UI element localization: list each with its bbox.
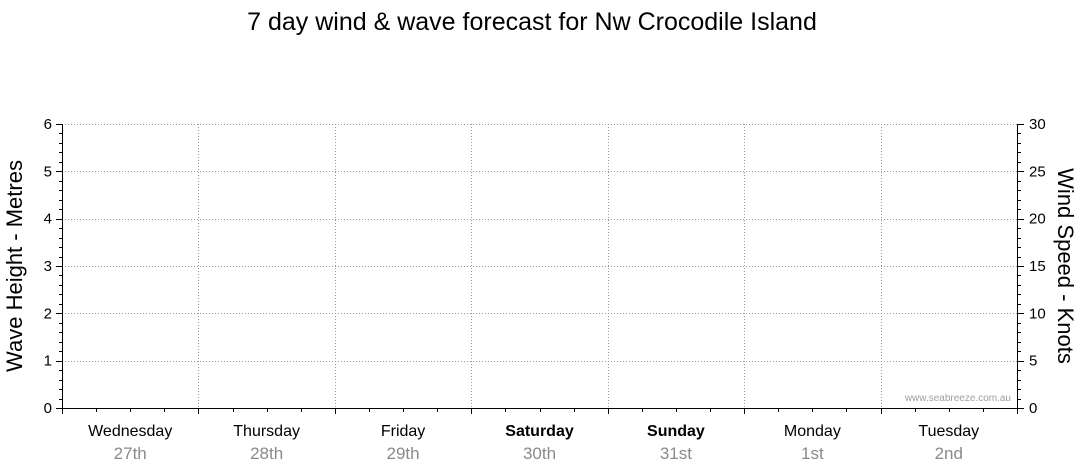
day-name-label: Wednesday bbox=[88, 423, 172, 440]
ticks bbox=[56, 124, 1024, 414]
day-date-label: 1st bbox=[801, 444, 824, 463]
right-axis-label: Wind Speed - Knots bbox=[1053, 168, 1078, 364]
day-labels: Wednesday 27th Thursday 28th Friday 29th Satur… bbox=[88, 423, 979, 463]
day-name-label: Friday bbox=[381, 423, 425, 440]
grid-lines bbox=[62, 124, 1017, 408]
left-tick-label: 2 bbox=[44, 305, 52, 322]
day-name-label: Saturday bbox=[505, 423, 574, 440]
left-tick-label: 5 bbox=[44, 163, 52, 180]
right-tick-label: 15 bbox=[1029, 258, 1046, 275]
right-tick-label: 25 bbox=[1029, 163, 1046, 180]
right-tick-label: 5 bbox=[1029, 353, 1037, 370]
left-tick-labels: 0 1 2 3 4 5 6 bbox=[44, 116, 52, 417]
day-name-label: Thursday bbox=[233, 423, 300, 440]
right-tick-label: 30 bbox=[1029, 116, 1046, 133]
chart-title: 7 day wind & wave forecast for Nw Crocod… bbox=[247, 8, 817, 36]
watermark: www.seabreeze.com.au bbox=[904, 393, 1011, 404]
left-tick-label: 4 bbox=[44, 211, 52, 228]
left-tick-label: 0 bbox=[44, 400, 52, 417]
day-date-label: 28th bbox=[250, 444, 283, 463]
left-axis-label: Wave Height - Metres bbox=[2, 160, 27, 372]
left-tick-label: 3 bbox=[44, 258, 52, 275]
left-tick-label: 1 bbox=[44, 353, 52, 370]
day-date-label: 27th bbox=[114, 444, 147, 463]
day-date-label: 2nd bbox=[935, 444, 963, 463]
day-date-label: 31st bbox=[660, 444, 692, 463]
right-tick-label: 0 bbox=[1029, 400, 1037, 417]
right-tick-label: 10 bbox=[1029, 305, 1046, 322]
day-date-label: 29th bbox=[387, 444, 420, 463]
day-name-label: Sunday bbox=[647, 423, 705, 440]
right-tick-labels: 0 5 10 15 20 25 30 bbox=[1029, 116, 1046, 417]
left-tick-label: 6 bbox=[44, 116, 52, 133]
day-name-label: Tuesday bbox=[918, 423, 979, 440]
day-date-label: 30th bbox=[523, 444, 556, 463]
day-name-label: Monday bbox=[784, 423, 841, 440]
right-tick-label: 20 bbox=[1029, 211, 1046, 228]
